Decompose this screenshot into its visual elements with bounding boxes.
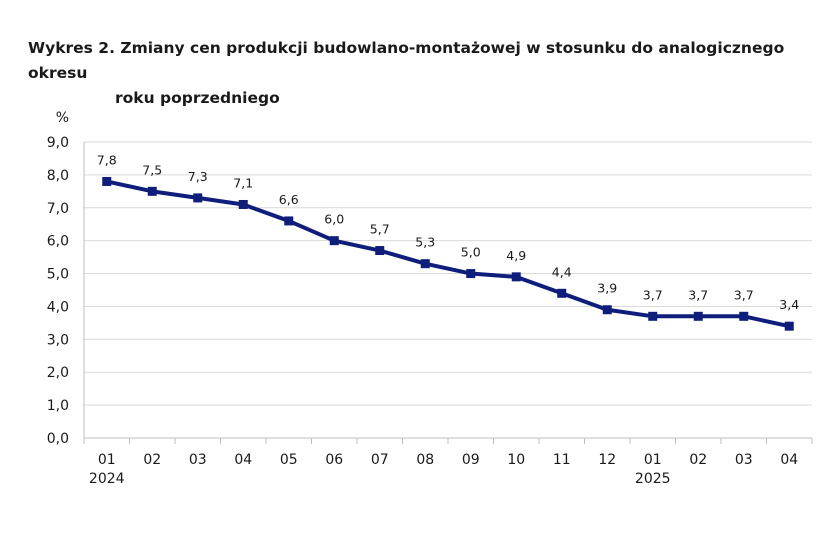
grid-layer — [84, 141, 812, 406]
data-point-marker — [375, 246, 385, 256]
y-tick-label: 7,0 — [47, 201, 69, 217]
x-tick-label: 03 — [735, 452, 753, 468]
data-label: 7,1 — [233, 175, 253, 190]
y-axis-unit-label: % — [56, 110, 69, 126]
x-tick-label: 01 — [98, 452, 116, 468]
data-point-marker — [102, 176, 112, 186]
data-label: 7,5 — [142, 162, 162, 177]
data-point-marker — [784, 321, 794, 331]
data-label: 5,7 — [370, 222, 390, 237]
series-line — [106, 179, 790, 329]
data-point-marker — [739, 311, 749, 321]
data-point-marker — [648, 311, 658, 321]
x-year-label: 2025 — [635, 471, 671, 487]
chart-title: Wykres 2. Zmiany cen produkcji budowlano… — [28, 36, 818, 111]
data-label: 7,3 — [188, 169, 208, 184]
data-label: 4,9 — [506, 248, 526, 263]
data-label: 5,0 — [461, 245, 481, 260]
x-tick-label: 12 — [598, 452, 616, 468]
x-tick-label: 10 — [507, 452, 525, 468]
axis-layer — [83, 142, 813, 444]
data-label: 6,0 — [324, 212, 344, 227]
x-tick-label: 01 — [644, 452, 662, 468]
x-tick-label: 11 — [553, 452, 571, 468]
y-tick-label: 8,0 — [47, 168, 69, 184]
y-tick-label: 4,0 — [47, 299, 69, 315]
x-tick-label: 05 — [280, 452, 298, 468]
data-label: 5,3 — [415, 235, 435, 250]
x-tick-label: 04 — [780, 452, 798, 468]
data-point-marker — [557, 288, 567, 298]
x-year-label: 2024 — [89, 471, 125, 487]
data-point-marker — [420, 259, 430, 269]
x-tick-label: 07 — [371, 452, 389, 468]
data-point-marker — [602, 305, 612, 315]
data-point-marker — [329, 236, 339, 246]
data-label: 7,8 — [97, 152, 117, 167]
label-layer: 0,0 1,0 2,0 3,0 4,0 5,0 6,0 7,0 8,0 9,0 01 02 03 04 05… — [47, 135, 799, 487]
y-tick-label: 9,0 — [47, 135, 69, 151]
x-tick-label: 08 — [416, 452, 434, 468]
data-label: 3,7 — [643, 287, 663, 302]
series-layer — [102, 176, 794, 331]
x-tick-label: 03 — [189, 452, 207, 468]
y-tick-label: 5,0 — [47, 267, 69, 283]
data-point-marker — [693, 311, 703, 321]
y-tick-label: 1,0 — [47, 398, 69, 414]
data-point-marker — [147, 186, 157, 196]
x-tick-label: 04 — [234, 452, 252, 468]
chart-title-line-1: Wykres 2. Zmiany cen produkcji budowlano… — [28, 39, 785, 82]
x-tick-label: 06 — [325, 452, 343, 468]
data-label: 6,6 — [279, 192, 299, 207]
data-label: 3,4 — [779, 297, 799, 312]
data-label: 3,7 — [734, 287, 754, 302]
x-tick-label: 02 — [689, 452, 707, 468]
y-tick-label: 2,0 — [47, 365, 69, 381]
y-tick-label: 3,0 — [47, 332, 69, 348]
chart-title-line-2: roku poprzedniego — [115, 89, 280, 107]
data-point-marker — [284, 216, 294, 226]
y-tick-label: 6,0 — [47, 234, 69, 250]
data-point-marker — [193, 193, 203, 203]
data-label: 3,9 — [597, 281, 617, 296]
x-tick-label: 02 — [143, 452, 161, 468]
data-point-marker — [238, 199, 248, 209]
data-label: 3,7 — [688, 287, 708, 302]
y-tick-label: 0,0 — [47, 431, 69, 447]
data-point-marker — [511, 272, 521, 282]
data-point-marker — [466, 269, 476, 279]
data-label: 4,4 — [552, 264, 572, 279]
x-tick-label: 09 — [462, 452, 480, 468]
